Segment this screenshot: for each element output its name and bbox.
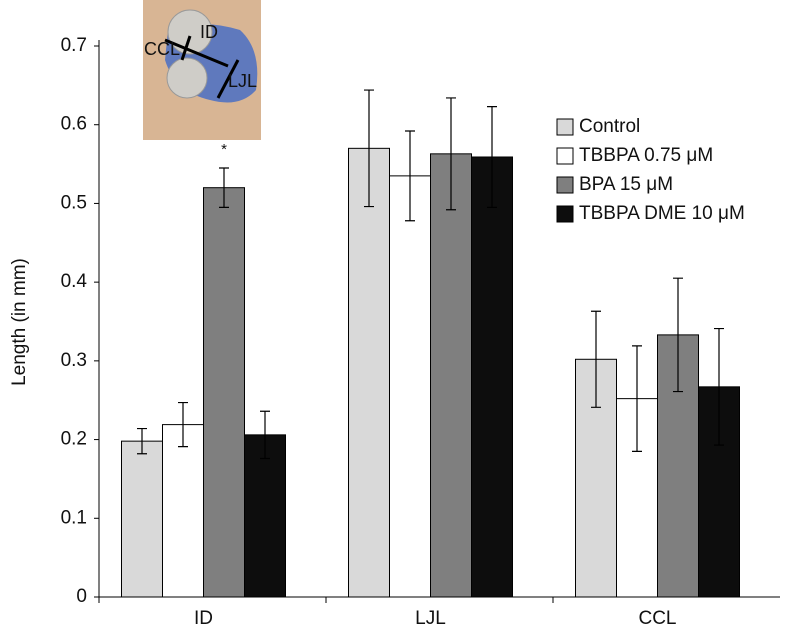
legend-label: TBBPA DME 10 μM xyxy=(579,203,745,224)
y-tick-label: 0.7 xyxy=(61,35,87,56)
x-tick-label: LJL xyxy=(415,608,446,629)
error-bar xyxy=(673,277,683,393)
bar xyxy=(203,187,245,598)
bar xyxy=(348,147,390,598)
bar xyxy=(389,175,431,598)
error-bar xyxy=(219,167,229,208)
legend-swatch xyxy=(556,176,574,194)
bar xyxy=(121,440,163,598)
y-tick-label: 0.3 xyxy=(61,350,87,371)
y-axis-label: Length (in mm) xyxy=(9,258,30,386)
bar xyxy=(430,153,472,598)
error-bar xyxy=(487,106,497,208)
inset-label: CCL xyxy=(144,39,180,59)
error-bar xyxy=(260,410,270,460)
y-tick-label: 0.6 xyxy=(61,114,87,135)
error-bar xyxy=(137,427,147,455)
error-bar xyxy=(364,89,374,208)
inset-image xyxy=(143,0,261,140)
error-bar xyxy=(178,401,188,448)
y-tick-label: 0 xyxy=(76,586,87,607)
y-tick-label: 0.2 xyxy=(61,429,87,450)
bar xyxy=(471,156,513,598)
inset-label: LJL xyxy=(228,71,257,91)
x-tick-label: ID xyxy=(194,608,213,629)
x-tick-label: CCL xyxy=(638,608,676,629)
error-bar xyxy=(591,310,601,408)
legend-label: BPA 15 μM xyxy=(579,174,673,195)
annotation: * xyxy=(221,141,227,158)
y-tick-label: 0.5 xyxy=(61,192,87,213)
error-bar xyxy=(446,97,456,211)
bar xyxy=(162,424,204,598)
y-tick-label: 0.4 xyxy=(61,271,88,292)
legend-swatch xyxy=(556,205,574,223)
error-bar xyxy=(714,327,724,446)
legend-swatch xyxy=(556,147,574,165)
bar xyxy=(244,434,286,598)
legend-label: TBBPA 0.75 μM xyxy=(579,145,713,166)
inset-label: ID xyxy=(200,22,218,42)
legend-swatch xyxy=(556,118,574,136)
y-tick-label: 0.1 xyxy=(61,507,87,528)
error-bar xyxy=(405,130,415,222)
legend-label: Control xyxy=(579,116,640,137)
error-bar xyxy=(632,345,642,452)
